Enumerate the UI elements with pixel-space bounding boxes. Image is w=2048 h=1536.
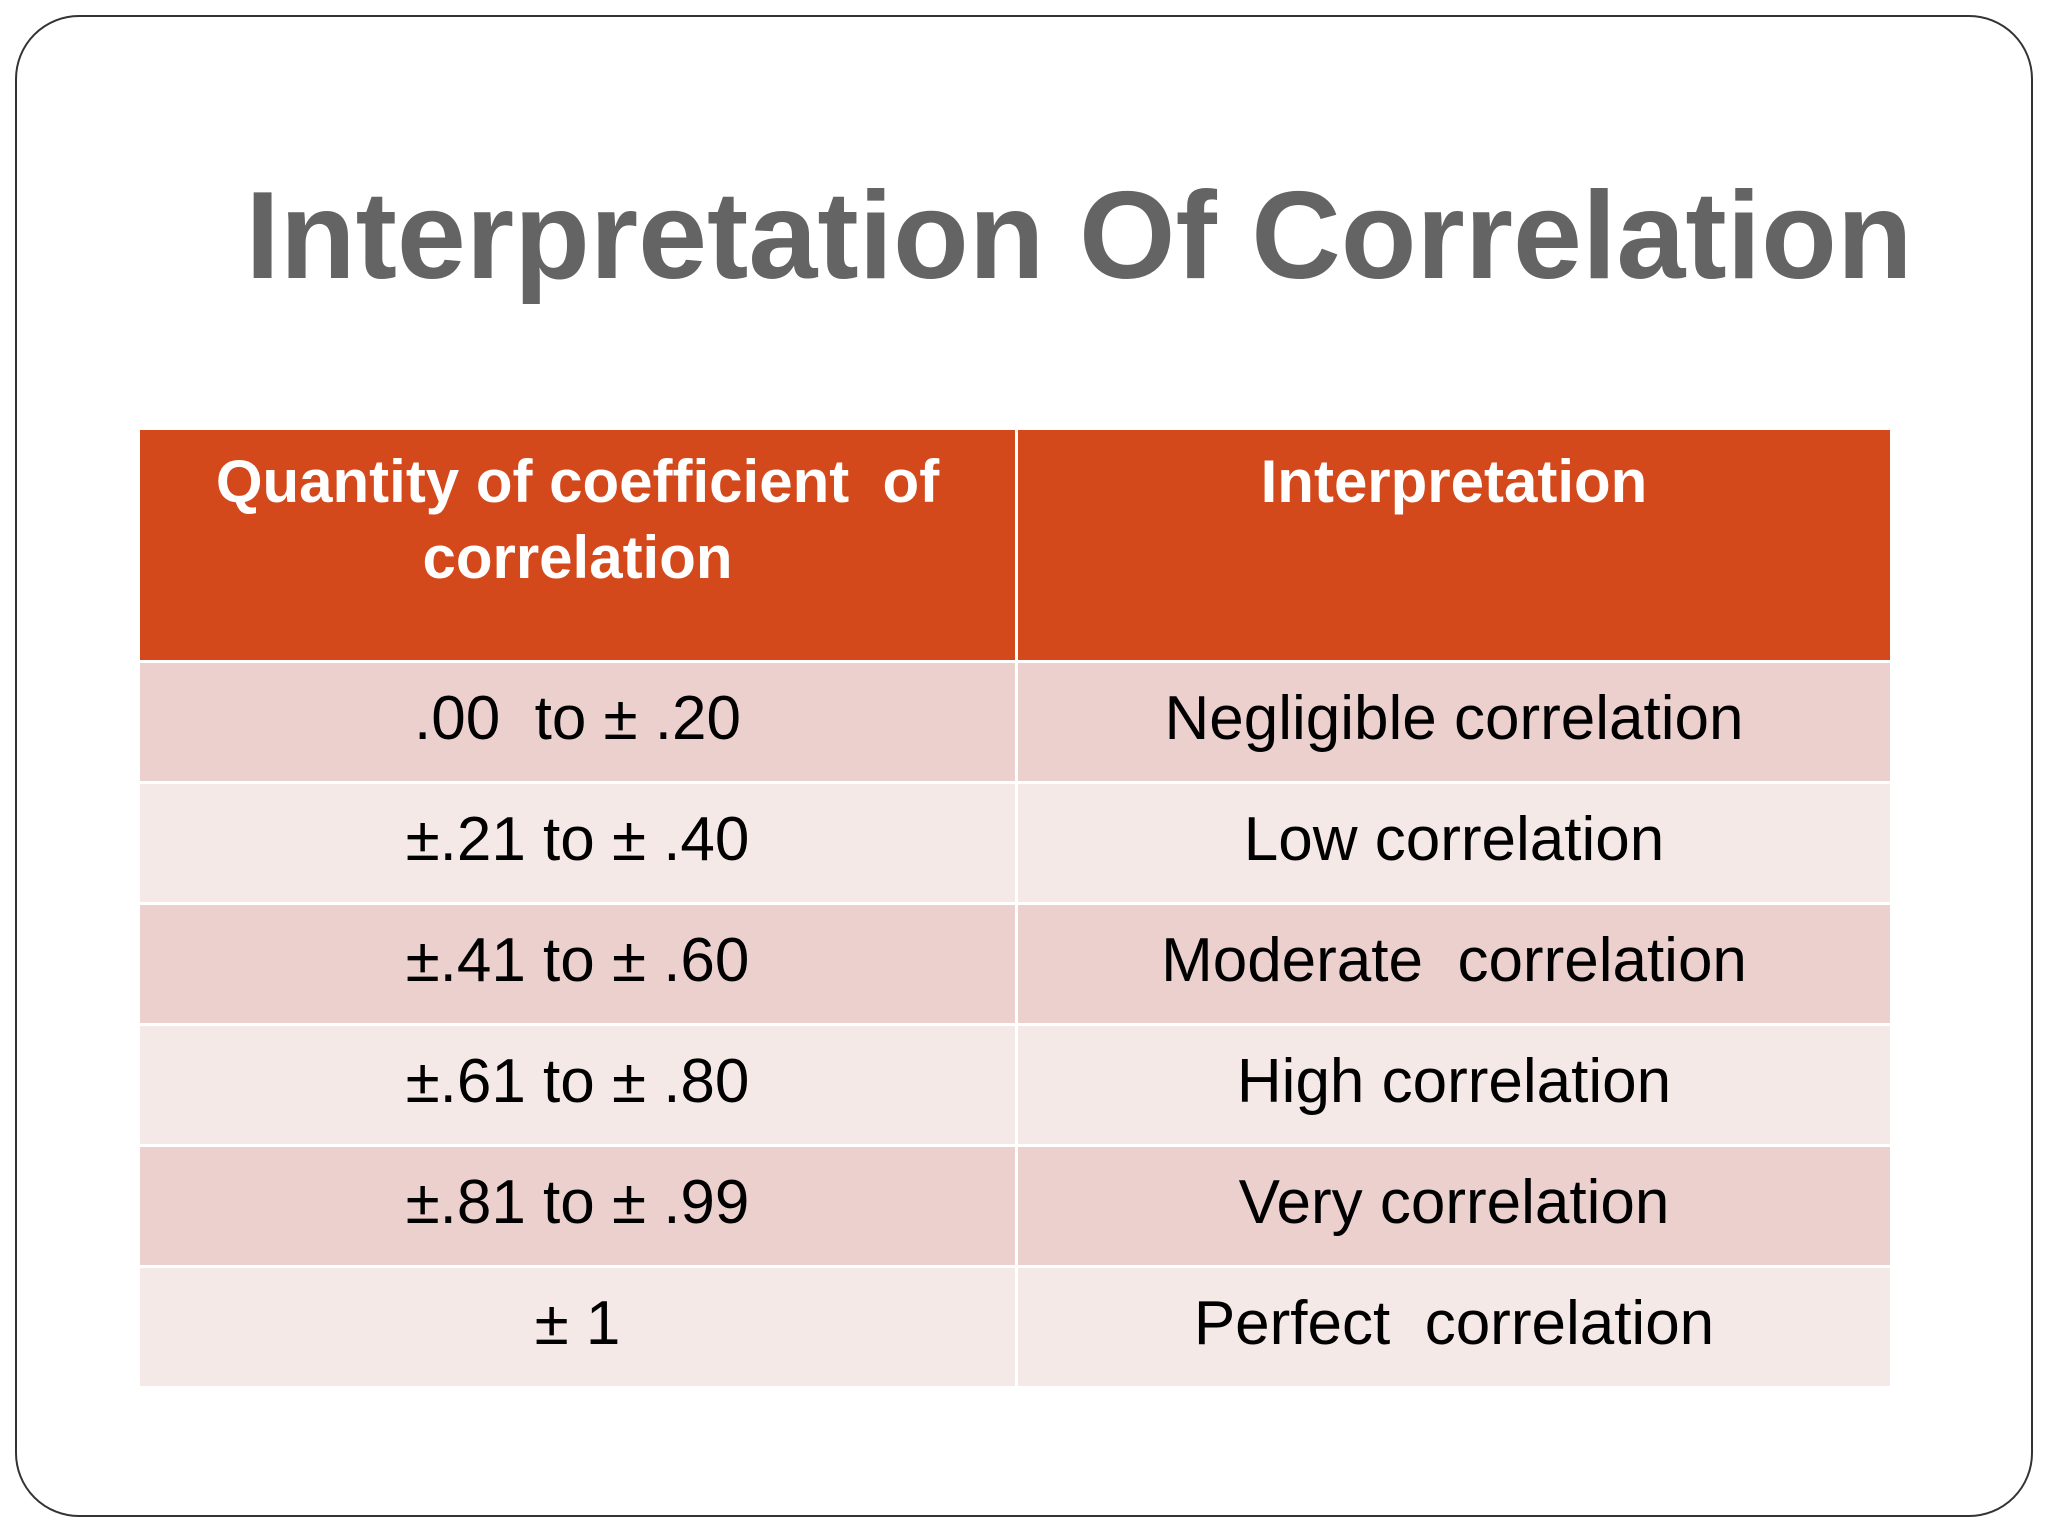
- interpretation-cell: Moderate correlation: [1015, 902, 1893, 1026]
- table-row: .00 to ± .20 Negligible correlation: [137, 660, 1893, 784]
- correlation-table: Quantity of coefficient of correlation I…: [137, 427, 1893, 1389]
- table-row: ± 1 Perfect correlation: [137, 1265, 1893, 1389]
- header-cell: Interpretation: [1015, 427, 1893, 663]
- table-body: .00 to ± .20 Negligible correlation ±.21 t…: [137, 660, 1893, 1389]
- interpretation-cell: Perfect correlation: [1015, 1265, 1893, 1389]
- range-cell: ±.81 to ± .99: [137, 1144, 1018, 1268]
- table-row: ±.41 to ± .60 Moderate correlation: [137, 902, 1893, 1026]
- header-row: Quantity of coefficient of correlation I…: [137, 427, 1893, 663]
- interpretation-cell: High correlation: [1015, 1023, 1893, 1147]
- range-cell: ±.41 to ± .60: [137, 902, 1018, 1026]
- table-row: ±.81 to ± .99 Very correlation: [137, 1144, 1893, 1268]
- table-row: ±.61 to ± .80 High correlation: [137, 1023, 1893, 1147]
- range-cell: ±.61 to ± .80: [137, 1023, 1018, 1147]
- range-cell: ± 1: [137, 1265, 1018, 1389]
- table-row: ±.21 to ± .40 Low correlation: [137, 781, 1893, 905]
- range-cell: .00 to ± .20: [137, 660, 1018, 784]
- interpretation-cell: Very correlation: [1015, 1144, 1893, 1268]
- interpretation-cell: Low correlation: [1015, 781, 1893, 905]
- header-cell: Quantity of coefficient of correlation: [137, 427, 1018, 663]
- range-cell: ±.21 to ± .40: [137, 781, 1018, 905]
- interpretation-cell: Negligible correlation: [1015, 660, 1893, 784]
- slide-title: Interpretation Of Correlation: [245, 167, 1913, 305]
